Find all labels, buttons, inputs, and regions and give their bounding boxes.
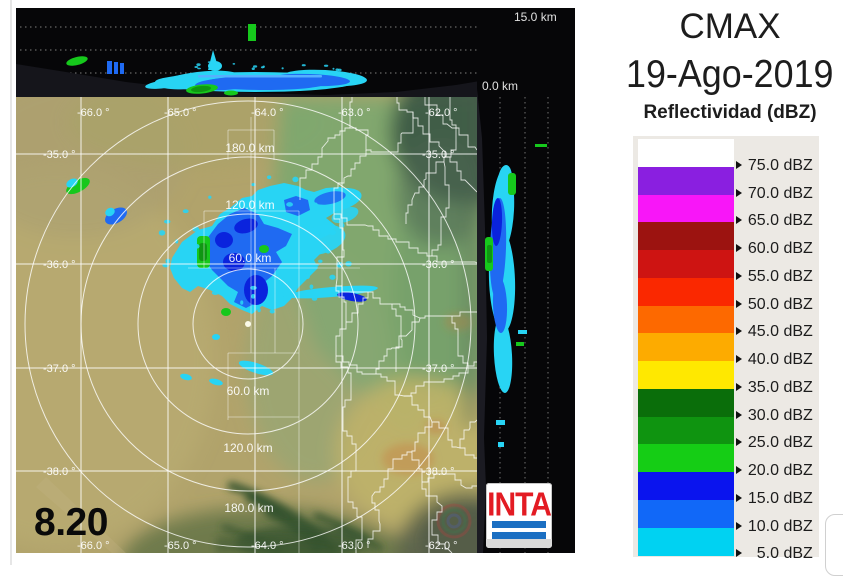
svg-text:-64.0 °: -64.0 ° [251,107,284,119]
svg-text:-66.0 °: -66.0 ° [77,540,110,552]
svg-text:-35.0 °: -35.0 ° [43,149,76,161]
svg-text:-36.0 °: -36.0 ° [43,259,76,271]
svg-text:60.0 km: 60.0 km [227,384,270,398]
svg-text:-63.0 °: -63.0 ° [338,107,371,119]
svg-text:120.0 km: 120.0 km [225,198,274,212]
svg-text:180.0 km: 180.0 km [225,141,274,155]
svg-text:180.0 km: 180.0 km [224,501,273,515]
svg-text:-36.0 °: -36.0 ° [422,259,455,271]
svg-text:-63.0 °: -63.0 ° [338,540,371,552]
svg-text:-64.0 °: -64.0 ° [251,540,284,552]
svg-text:-38.0 °: -38.0 ° [43,466,76,478]
svg-text:-35.0 °: -35.0 ° [422,149,455,161]
svg-text:60.0 km: 60.0 km [229,251,272,265]
svg-text:-62.0 °: -62.0 ° [425,107,458,119]
svg-text:120.0 km: 120.0 km [223,441,272,455]
svg-text:-62.0 °: -62.0 ° [425,540,458,552]
svg-text:-65.0 °: -65.0 ° [164,540,197,552]
svg-text:-37.0 °: -37.0 ° [43,363,76,375]
svg-text:-38.0 °: -38.0 ° [422,466,455,478]
svg-text:-65.0 °: -65.0 ° [164,107,197,119]
svg-text:-37.0 °: -37.0 ° [422,363,455,375]
svg-text:-66.0 °: -66.0 ° [77,107,110,119]
